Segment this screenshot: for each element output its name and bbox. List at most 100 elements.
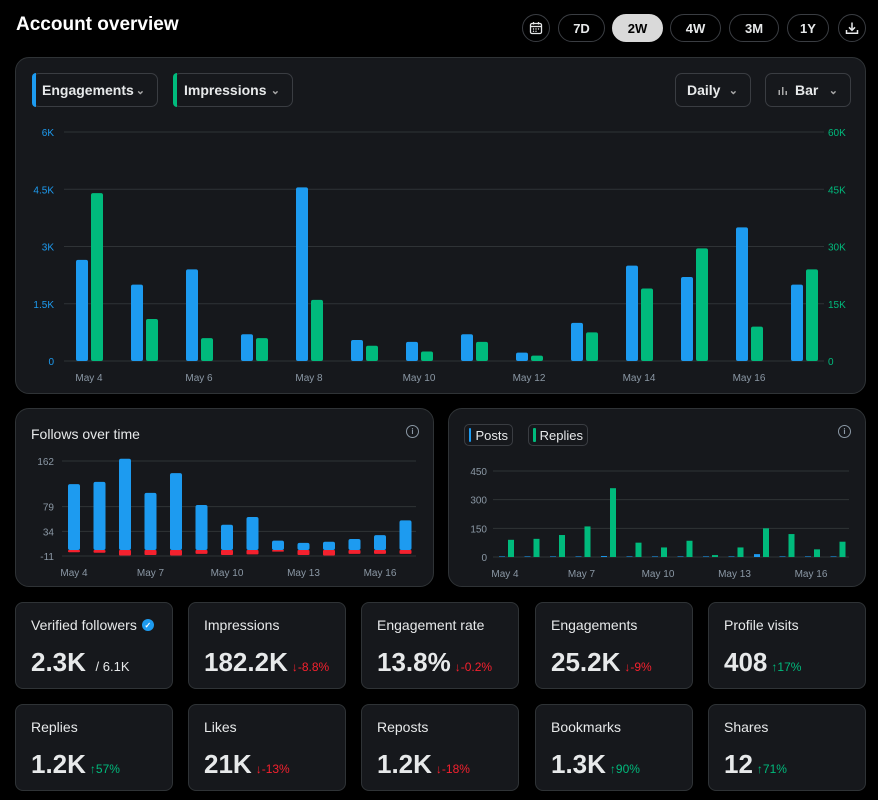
left-axis-tick-label: 6K xyxy=(42,128,55,139)
engagements-bar xyxy=(351,340,363,361)
stat-card-reposts[interactable]: Reposts 1.2K ↓-18% xyxy=(361,704,519,791)
follows-bar xyxy=(144,492,157,550)
posts-bar xyxy=(703,556,709,557)
stat-card-profile-visits[interactable]: Profile visits 408 ↑17% xyxy=(708,602,866,689)
stat-value-row: 1.2K ↓-18% xyxy=(377,749,470,780)
unfollows-bar xyxy=(195,550,208,554)
posts-bar xyxy=(677,556,684,557)
arrow-down-icon: ↓ xyxy=(291,660,298,674)
follows-chart: -11 34 79 162 May 4 May 7 May 10 May 13 May 16 xyxy=(37,457,416,579)
stat-value: 13.8% xyxy=(377,647,451,677)
left-metric-dropdown[interactable]: Engagements ⌄ xyxy=(32,73,158,107)
unfollows-bar xyxy=(93,550,106,553)
stat-value-row: 408 ↑17% xyxy=(724,647,801,678)
stat-label-text: Impressions xyxy=(204,617,280,633)
impressions-bar xyxy=(586,332,598,361)
unfollows-bar xyxy=(144,550,157,555)
engagements-impressions-chart: 0 0 1.5K 15K 3K 30K 4.5K 45K 6K 60K May 4 May 6 May … xyxy=(33,128,846,384)
stat-card-engagements[interactable]: Engagements 25.2K ↓-9% xyxy=(535,602,693,689)
posts-bar xyxy=(779,556,786,557)
interval-dropdown[interactable]: Daily ⌄ xyxy=(675,73,751,107)
posts-bar xyxy=(575,556,582,557)
unfollows-bar xyxy=(246,550,259,555)
x-axis-tick-label: May 14 xyxy=(623,373,656,384)
follows-bar xyxy=(93,481,106,550)
posts-replies-chart: 0 150 300 450 May 4 May 7 May 10 May 13 May 16 xyxy=(470,467,849,580)
impressions-bar xyxy=(311,299,323,361)
posts-bar xyxy=(524,556,531,557)
left-metric-label: Engagements xyxy=(42,82,134,98)
stat-card-replies[interactable]: Replies 1.2K ↑57% xyxy=(15,704,173,791)
change-value: -8.8% xyxy=(297,660,330,674)
change-down-indicator: ↓-13% xyxy=(256,762,290,776)
x-axis-tick-label: May 10 xyxy=(642,569,675,580)
posts-bar xyxy=(652,556,658,557)
stat-card-impressions[interactable]: Impressions 182.2K ↓-8.8% xyxy=(188,602,346,689)
info-icon[interactable]: i xyxy=(406,425,419,438)
download-icon xyxy=(845,22,859,35)
x-axis-tick-label: May 16 xyxy=(364,568,397,579)
range-7d-button[interactable]: 7D xyxy=(558,14,605,42)
arrow-down-icon: ↓ xyxy=(435,762,442,776)
range-2w-button[interactable]: 2W xyxy=(612,14,663,42)
bar-chart-icon xyxy=(778,87,787,95)
stat-value: 408 xyxy=(724,647,768,677)
stat-card-engagement-rate[interactable]: Engagement rate 13.8% ↓-0.2% xyxy=(361,602,519,689)
stat-card-bookmarks[interactable]: Bookmarks 1.3K ↑90% xyxy=(535,704,693,791)
follows-bar xyxy=(221,524,233,550)
legend-posts[interactable]: Posts xyxy=(464,424,513,446)
engagements-bar xyxy=(791,284,803,361)
right-metric-dropdown[interactable]: Impressions ⌄ xyxy=(173,73,293,107)
range-4w-button[interactable]: 4W xyxy=(670,14,721,42)
engagements-bar xyxy=(186,269,198,361)
main-chart-panel: Engagements ⌄ Impressions ⌄ Daily ⌄ Bar … xyxy=(15,57,866,394)
replies-color-swatch xyxy=(533,428,536,442)
engagements-bar xyxy=(406,341,418,361)
legend-replies-label: Replies xyxy=(539,427,583,443)
stat-label: Engagement rate xyxy=(377,617,484,633)
replies-bar xyxy=(712,555,718,557)
chart-type-dropdown[interactable]: Bar ⌄ xyxy=(765,73,851,107)
x-axis-tick-label: May 4 xyxy=(60,568,88,579)
y-axis-tick-label: 150 xyxy=(470,524,487,535)
engagements-bar xyxy=(626,265,638,361)
follows-bar xyxy=(170,473,182,550)
arrow-down-icon: ↓ xyxy=(624,660,631,674)
chevron-down-icon: ⌄ xyxy=(135,84,145,97)
engagements-bar xyxy=(241,334,253,361)
stat-label-text: Replies xyxy=(31,719,78,735)
stat-card-likes[interactable]: Likes 21K ↓-13% xyxy=(188,704,346,791)
engagements-bar xyxy=(131,284,143,361)
arrow-up-icon: ↑ xyxy=(609,762,616,776)
info-icon[interactable]: i xyxy=(838,425,851,438)
range-3m-button[interactable]: 3M xyxy=(729,14,779,42)
impressions-bar xyxy=(696,248,708,361)
right-axis-tick-label: 0 xyxy=(828,357,834,368)
stat-label: Verified followers ✓ xyxy=(31,617,154,633)
x-axis-tick-label: May 10 xyxy=(211,568,244,579)
stat-label-text: Verified followers xyxy=(31,617,137,633)
range-1y-button[interactable]: 1Y xyxy=(787,14,829,42)
engagements-bar xyxy=(461,334,473,361)
x-axis-tick-label: May 13 xyxy=(718,569,751,580)
change-up-indicator: ↑71% xyxy=(757,762,787,776)
engagements-bar xyxy=(571,322,583,361)
calendar-button[interactable] xyxy=(522,14,550,42)
follows-title: Follows over time xyxy=(31,426,140,442)
stat-value-row: 25.2K ↓-9% xyxy=(551,647,652,678)
impressions-bar xyxy=(476,341,488,361)
stat-label: Impressions xyxy=(204,617,279,633)
right-axis-tick-label: 30K xyxy=(828,243,846,254)
change-value: -18% xyxy=(441,762,470,776)
chevron-down-icon: ⌄ xyxy=(728,84,738,97)
stat-card-shares[interactable]: Shares 12 ↑71% xyxy=(708,704,866,791)
stat-card-verified-followers[interactable]: Verified followers ✓ 2.3K / 6.1K xyxy=(15,602,173,689)
left-axis-tick-label: 3K xyxy=(42,243,55,254)
follows-panel: Follows over time i -11 34 79 162 May 4 May 7… xyxy=(15,408,434,587)
legend-replies[interactable]: Replies xyxy=(528,424,588,446)
page-title: Account overview xyxy=(16,14,179,35)
unfollows-bar xyxy=(374,550,386,554)
replies-bar xyxy=(533,538,540,557)
download-button[interactable] xyxy=(838,14,866,42)
unfollows-bar xyxy=(119,550,131,556)
